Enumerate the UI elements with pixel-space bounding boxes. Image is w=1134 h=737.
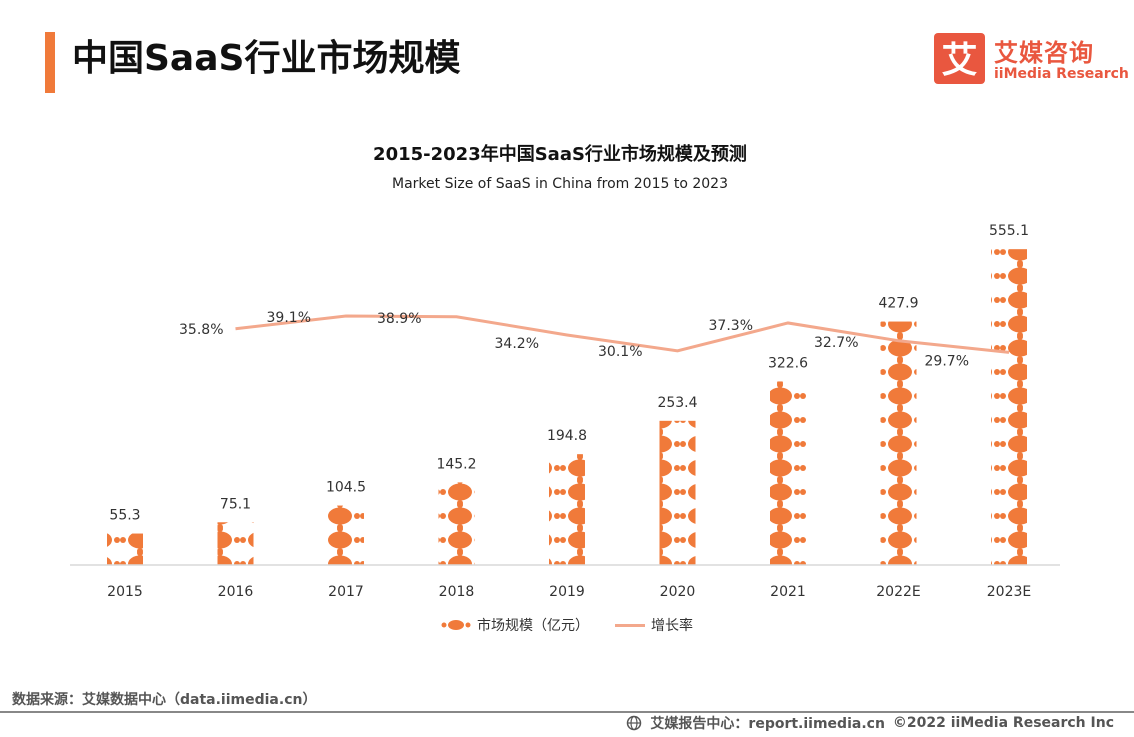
growth-rate-label: 39.1% — [267, 310, 311, 326]
bar-value-label: 145.2 — [436, 456, 476, 472]
growth-rate-label: 29.7% — [925, 353, 969, 369]
legend-line-swatch-icon — [615, 623, 645, 627]
bar-value-label: 253.4 — [657, 395, 697, 411]
footer-bar: 艾媒报告中心：report.iimedia.cn ©2022 iiMedia R… — [626, 713, 1114, 733]
bar-value-label: 555.1 — [989, 223, 1029, 239]
legend-item-market-size[interactable]: 市场规模（亿元） — [441, 615, 589, 635]
logo-cn-text: 艾媒咨询 — [994, 39, 1094, 67]
x-tick-label: 2017 — [328, 584, 364, 600]
bar-2018[interactable] — [438, 482, 475, 565]
growth-rate-label: 35.8% — [179, 322, 223, 338]
growth-rate-label: 37.3% — [709, 318, 753, 334]
title-accent-bar — [45, 32, 55, 93]
growth-rate-label: 30.1% — [598, 344, 642, 360]
chart-legend: 市场规模（亿元） 增长率 — [0, 615, 1134, 635]
growth-rate-label: 32.7% — [814, 335, 858, 351]
x-tick-label: 2021 — [770, 584, 806, 600]
legend-bar-swatch-icon — [441, 620, 471, 630]
x-tick-label: 2016 — [218, 584, 254, 600]
x-tick-label: 2023E — [987, 584, 1031, 600]
bar-2020[interactable] — [659, 420, 696, 565]
bar-2017[interactable] — [328, 505, 364, 565]
copyright-text: ©2022 iiMedia Research Inc — [892, 715, 1114, 731]
chart-title: 2015-2023年中国SaaS行业市场规模及预测 — [373, 144, 747, 165]
logo-en-text: iiMedia Research — [994, 66, 1129, 82]
bar-2021[interactable] — [770, 381, 806, 565]
bar-2016[interactable] — [217, 522, 254, 565]
legend-item-growth-rate[interactable]: 增长率 — [615, 615, 693, 635]
x-tick-label: 2020 — [660, 584, 696, 600]
growth-rate-label: 34.2% — [495, 336, 539, 352]
bar-value-label: 427.9 — [878, 296, 918, 312]
legend-label-market-size: 市场规模（亿元） — [477, 618, 589, 634]
bar-2022E[interactable] — [880, 321, 917, 565]
bar-value-label: 55.3 — [109, 508, 140, 524]
report-center-link[interactable]: 艾媒报告中心：report.iimedia.cn — [650, 716, 885, 732]
x-tick-label: 2018 — [439, 584, 475, 600]
bar-2015[interactable] — [107, 533, 143, 565]
legend-label-growth-rate: 增长率 — [651, 618, 693, 634]
footer-divider — [0, 711, 1134, 713]
bar-value-label: 194.8 — [547, 428, 587, 444]
bar-value-label: 322.6 — [768, 355, 808, 371]
svg-text:艾: 艾 — [941, 40, 977, 81]
x-tick-label: 2022E — [876, 584, 920, 600]
chart-subtitle: Market Size of SaaS in China from 2015 t… — [392, 176, 728, 192]
x-tick-label: 2015 — [107, 584, 143, 600]
brand-logo[interactable]: 艾 艾媒咨询 iiMedia Research — [934, 33, 1129, 85]
logo-mark-icon: 艾 — [934, 33, 985, 84]
growth-rate-label: 38.9% — [377, 311, 421, 327]
growth-rate-line[interactable] — [235, 314, 1010, 354]
bar-2023E[interactable] — [991, 249, 1027, 565]
bar-2019[interactable] — [549, 454, 585, 565]
x-tick-label: 2019 — [549, 584, 585, 600]
page-title: 中国SaaS行业市场规模 — [72, 38, 461, 79]
bar-value-label: 75.1 — [220, 496, 251, 512]
bar-value-label: 104.5 — [326, 480, 366, 496]
globe-icon — [627, 715, 642, 731]
data-source: 数据来源：艾媒数据中心（data.iimedia.cn） — [12, 692, 317, 708]
